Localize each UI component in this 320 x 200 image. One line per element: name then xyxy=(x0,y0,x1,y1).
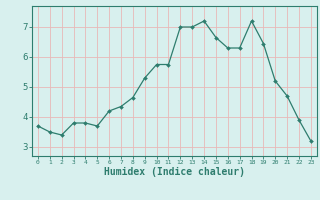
X-axis label: Humidex (Indice chaleur): Humidex (Indice chaleur) xyxy=(104,167,245,177)
